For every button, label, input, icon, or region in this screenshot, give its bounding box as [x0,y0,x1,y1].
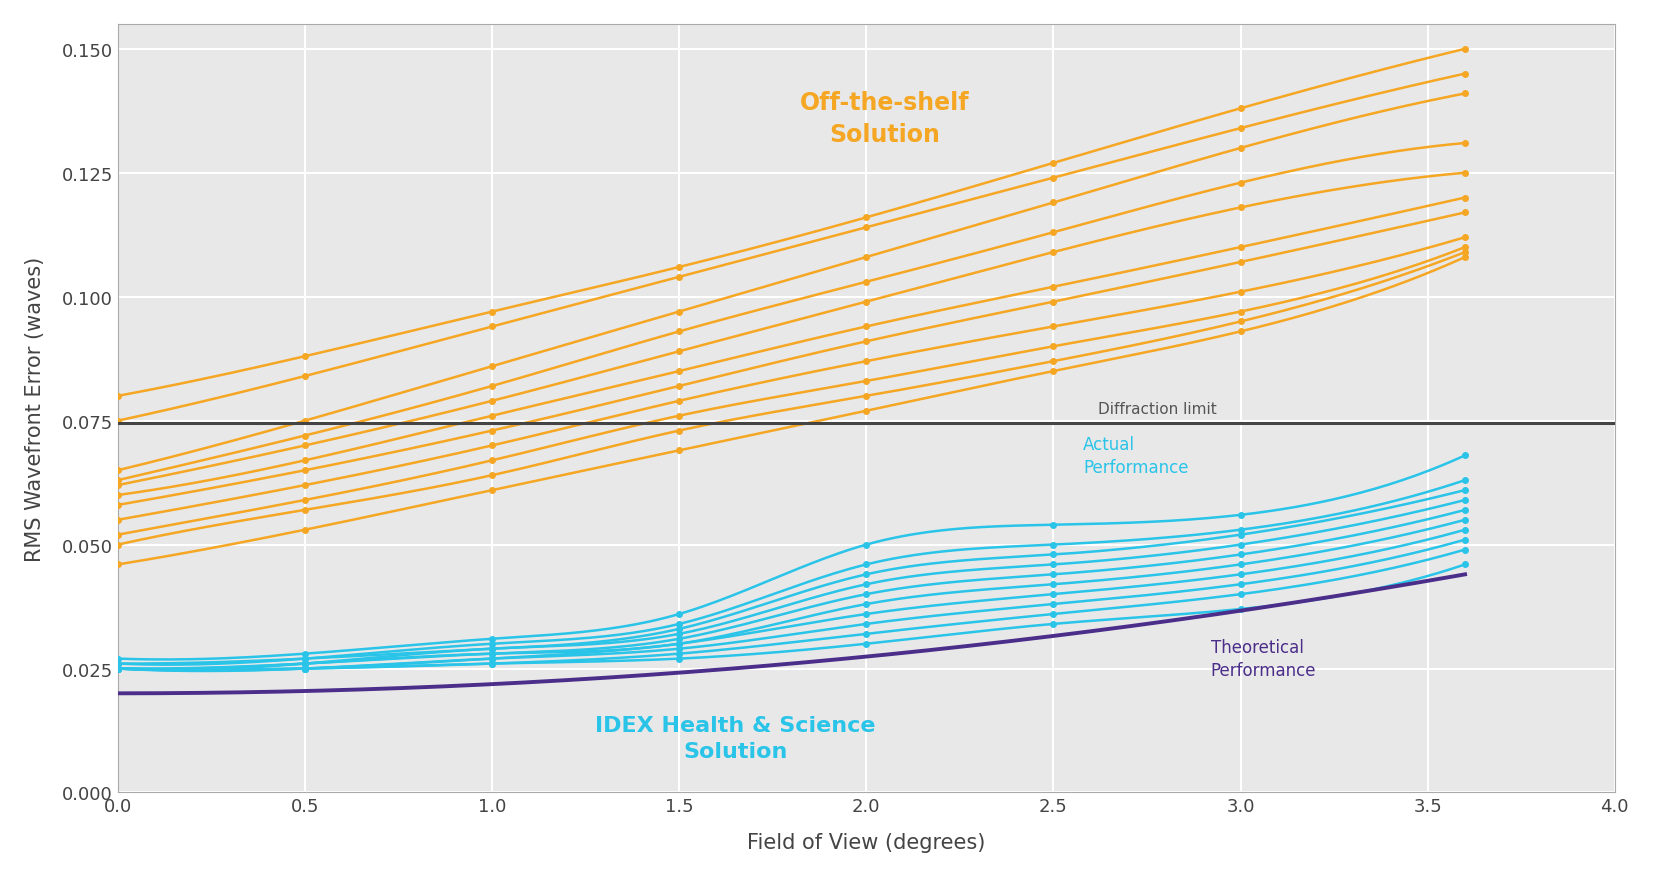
Text: IDEX Health & Science
Solution: IDEX Health & Science Solution [595,715,875,761]
Text: Diffraction limit: Diffraction limit [1098,401,1217,417]
Text: Off-the-shelf
Solution: Off-the-shelf Solution [801,91,969,146]
X-axis label: Field of View (degrees): Field of View (degrees) [748,832,986,852]
Y-axis label: RMS Wavefront Error (waves): RMS Wavefront Error (waves) [25,256,45,561]
Text: Actual
Performance: Actual Performance [1083,435,1189,476]
Text: Theoretical
Performance: Theoretical Performance [1211,638,1317,680]
